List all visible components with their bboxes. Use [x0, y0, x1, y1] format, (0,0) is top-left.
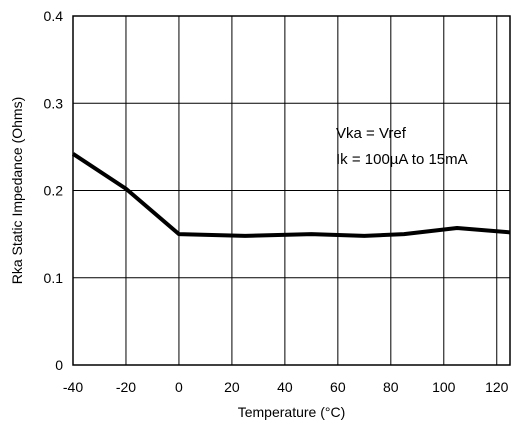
x-tick-label: 120: [485, 379, 509, 395]
x-tick-label: 40: [277, 379, 293, 395]
x-tick-label: 20: [224, 379, 240, 395]
annotation-ik: Ik = 100µA to 15mA: [336, 151, 468, 168]
x-tick-labels: -40 -20 0 20 40 60 80 100 120: [63, 379, 509, 395]
x-tick-label: -20: [116, 379, 136, 395]
plot-frame: [72, 15, 511, 366]
grid: [72, 15, 510, 366]
y-tick-label: 0.4: [44, 8, 64, 24]
y-tick-label: 0.1: [44, 270, 64, 286]
x-tick-label: -40: [63, 379, 83, 395]
x-axis-label: Temperature (°C): [238, 404, 346, 420]
y-tick-labels: 0 0.1 0.2 0.3 0.4: [44, 8, 64, 373]
series-line: [71, 152, 511, 238]
annotation-vka: Vka = Vref: [336, 125, 407, 142]
series-group: [71, 152, 511, 238]
y-tick-label: 0.3: [44, 95, 64, 111]
x-tick-label: 0: [175, 379, 183, 395]
x-tick-label: 100: [432, 379, 456, 395]
y-tick-label: 0.2: [44, 183, 64, 199]
x-tick-label: 60: [330, 379, 346, 395]
y-tick-label: 0: [55, 357, 63, 373]
y-axis-label: Rka Static Impedance (Ohms): [9, 97, 25, 285]
x-tick-label: 80: [383, 379, 399, 395]
